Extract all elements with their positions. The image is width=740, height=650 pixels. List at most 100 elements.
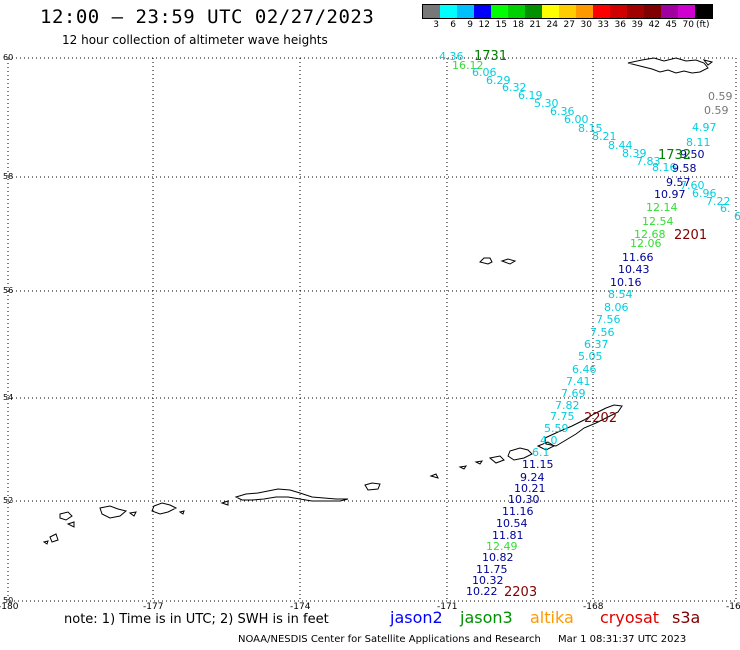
legend-label: 9 <box>467 20 473 30</box>
coastline-attu <box>59 511 73 521</box>
legend-label: 15 <box>495 20 507 30</box>
wave-height-observation: 7.69 <box>561 387 586 400</box>
observation-layer: 4.3616.126.066.296.326.195.306.366.008.1… <box>439 49 740 600</box>
wave-height-observation: 7.82 <box>555 399 580 412</box>
legend-swatch <box>593 5 610 18</box>
footer-credit: NOAA/NESDIS Center for Satellite Applica… <box>238 634 541 645</box>
wave-height-observation: 6.19 <box>518 89 543 102</box>
legend-swatch <box>491 5 508 18</box>
legend-swatch <box>508 5 525 18</box>
legend-label: 27 <box>563 20 575 30</box>
wave-height-observation: 7.60 <box>680 179 705 192</box>
coastline-unimak-island <box>536 441 555 451</box>
longitude-tick-label: -180 <box>0 602 19 612</box>
coastline-st-paul-island <box>479 257 493 265</box>
legend-label: 33 <box>597 20 609 30</box>
wave-height-observation: 11.16 <box>502 505 534 518</box>
legend-label: 18 <box>512 20 524 30</box>
wave-height-observation: 6.29 <box>486 74 511 87</box>
coastline-islets-3 <box>220 500 229 506</box>
legend-swatch <box>695 5 712 18</box>
wave-height-observation: 8.06 <box>604 301 629 314</box>
legend-label: 12 <box>478 20 490 30</box>
wave-height-observation: 6 <box>734 210 740 223</box>
wave-height-observation: 11.15 <box>522 458 554 471</box>
track-time-label: 2201 <box>674 228 707 243</box>
legend-swatch <box>644 5 661 18</box>
wave-height-observation: 0.59 <box>708 90 733 103</box>
wave-height-observation: 7.22 <box>706 195 731 208</box>
coastline-alaska-mainland <box>627 57 709 74</box>
wave-height-observation: 10.30 <box>508 493 540 506</box>
longitude-tick-label: -177 <box>143 602 164 612</box>
legend-swatch <box>576 5 593 18</box>
wave-height-observation: 10.22 <box>466 585 498 598</box>
latitude-tick-label: 54 <box>3 393 14 402</box>
wave-height-observation: 4.97 <box>692 121 717 134</box>
legend-swatch <box>542 5 559 18</box>
legend-swatch <box>627 5 644 18</box>
footer: NOAA/NESDIS Center for Satellite Applica… <box>238 634 686 645</box>
wave-height-observation: 9.24 <box>520 471 545 484</box>
wave-height-observation: 7.56 <box>596 313 621 326</box>
legend-swatch <box>661 5 678 18</box>
satellite-label: altika <box>530 608 574 627</box>
wave-height-observation: 8.44 <box>608 139 633 152</box>
wave-height-observation: 4.0 <box>540 434 558 447</box>
track-time-label: 2202 <box>584 411 617 426</box>
satellite-label: s3a <box>672 608 701 627</box>
wave-height-observation: 11.81 <box>492 529 524 542</box>
longitude-tick-label: -168 <box>583 602 604 612</box>
wave-height-observation: 10.82 <box>482 551 514 564</box>
wave-height-observation: 12.68 <box>634 228 666 241</box>
wave-height-observation: 11.66 <box>622 251 654 264</box>
legend-label: 6 <box>450 20 456 30</box>
legend-swatch <box>423 5 440 18</box>
wave-height-observation: 8.11 <box>686 136 711 149</box>
legend-label: 45 <box>665 20 677 30</box>
track-time-label: 2203 <box>504 585 537 600</box>
wave-height-observation: 7.56 <box>590 326 615 339</box>
wave-height-observation: 9.50 <box>680 148 705 161</box>
satellite-label: jason3 <box>460 608 513 627</box>
wave-height-legend: 3 6 9 12 15 18 21 24 27 30 33 36 39 42 45 70 (ft) <box>422 4 713 30</box>
wave-height-observation: 6. <box>720 202 731 215</box>
satellite-label: cryosat <box>600 608 660 627</box>
wave-height-observation: 6.46 <box>572 363 597 376</box>
track-time-label: 1732 <box>658 148 691 163</box>
wave-height-observation: 12.14 <box>646 201 678 214</box>
wave-height-observation: 10.32 <box>472 574 504 587</box>
wave-height-observation: 9.57 <box>666 176 691 189</box>
coastline-umnak <box>488 455 505 464</box>
wave-height-observation: 7.41 <box>566 375 591 388</box>
wave-height-observation: 5.59 <box>544 422 569 435</box>
footer-timestamp: Mar 1 08:31:37 UTC 2023 <box>558 634 687 645</box>
coastline-fox-islands <box>507 447 533 461</box>
wave-height-observation: 8.16 <box>652 161 677 174</box>
coastline-nunivak <box>702 59 714 66</box>
wave-height-observation: 10.97 <box>654 188 686 201</box>
legend-label: 42 <box>648 20 660 30</box>
coastline-islets-7 <box>42 540 49 545</box>
legend-swatch <box>525 5 542 18</box>
note-text: note: 1) Time is in UTC; 2) SWH is in fe… <box>64 612 329 627</box>
coastline-islets-4 <box>178 510 185 515</box>
wave-height-observation: 10.16 <box>610 276 642 289</box>
coastline-islets-5 <box>128 511 137 517</box>
coastline-atka <box>364 482 381 491</box>
coastline-alaska-peninsula <box>544 404 623 447</box>
coastline-rat-islands <box>151 502 178 515</box>
wave-height-observation: 12.49 <box>486 540 518 553</box>
wave-height-observation: 6.96 <box>692 187 717 200</box>
wave-height-observation: 8.21 <box>592 130 617 143</box>
wave-height-observation: 6.32 <box>502 81 527 94</box>
map-subtitle: 12 hour collection of altimeter wave hei… <box>62 33 328 47</box>
coastline-islets-6 <box>66 521 75 528</box>
longitude-tick-label: -16 <box>726 602 740 612</box>
latitude-tick-label: 56 <box>3 286 14 295</box>
longitude-tick-label: -171 <box>437 602 458 612</box>
graticule <box>7 57 737 602</box>
latitude-tick-label: 58 <box>3 172 14 181</box>
wave-height-observation: 16.12 <box>452 59 484 72</box>
latitude-tick-label: 60 <box>3 53 14 62</box>
